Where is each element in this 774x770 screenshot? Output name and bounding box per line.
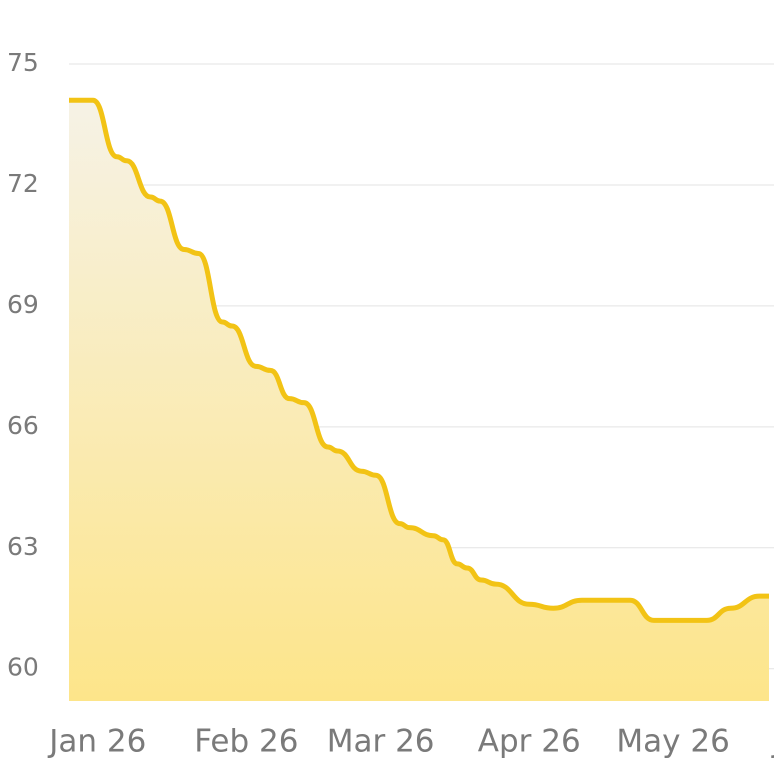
line bbox=[69, 97, 769, 623]
y-tick-label: 72 bbox=[7, 169, 39, 198]
x-tick-label: Jan 26 bbox=[47, 724, 146, 760]
y-tick-label: 69 bbox=[7, 290, 39, 319]
x-tick-label: Jun 26 bbox=[771, 724, 774, 760]
x-tick-label: Mar 26 bbox=[327, 724, 435, 760]
y-tick-label: 60 bbox=[7, 653, 39, 682]
area-fill bbox=[69, 100, 769, 702]
x-tick-label: May 26 bbox=[616, 724, 729, 760]
x-tick-label: Feb 26 bbox=[194, 724, 298, 760]
y-tick-label: 63 bbox=[7, 532, 39, 561]
y-tick-label: 66 bbox=[7, 411, 39, 440]
x-tick-label: Apr 26 bbox=[478, 724, 581, 760]
y-tick-label: 75 bbox=[7, 48, 39, 77]
